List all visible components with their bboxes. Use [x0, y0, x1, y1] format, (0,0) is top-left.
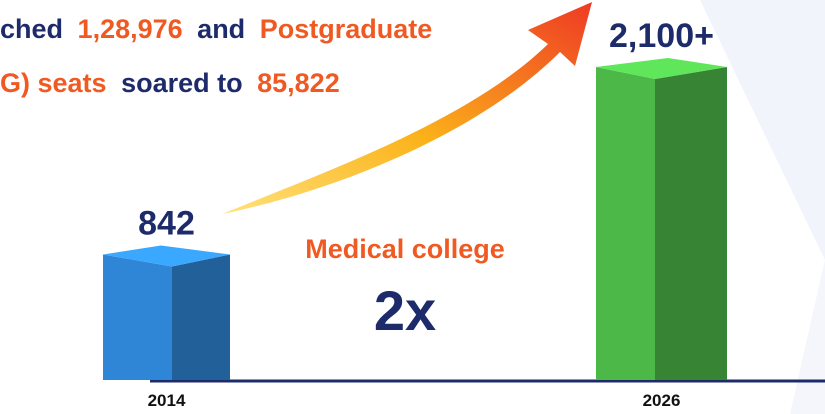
value-label: 842	[138, 205, 195, 243]
headline-highlight: Postgraduate	[260, 14, 433, 44]
growth-arrow	[222, 2, 592, 214]
headline-highlight: 85,822	[257, 68, 340, 98]
multiplier: 2x	[374, 279, 436, 342]
headline-text: and	[197, 14, 245, 44]
bar-side-face	[655, 67, 727, 380]
headline-text: soared to	[121, 68, 243, 98]
headline-highlight: G) seats	[0, 68, 107, 98]
x-tick-label: 2026	[643, 391, 681, 410]
background-shape	[790, 260, 825, 414]
headline-line: ched 1,28,976 and Postgraduate	[0, 14, 432, 44]
background-shape	[700, 0, 825, 260]
headline-line: G) seats soared to 85,822	[0, 68, 340, 98]
value-label: 2,100+	[609, 17, 714, 55]
bar-front-face	[596, 67, 655, 380]
annotation: Medical college	[305, 234, 505, 264]
bar-top-face	[596, 58, 727, 79]
headline-highlight: 1,28,976	[78, 14, 183, 44]
bar-side-face	[172, 254, 230, 380]
bar-top-face	[103, 245, 230, 267]
x-tick-label: 2014	[148, 391, 186, 410]
bar-front-face	[103, 254, 172, 380]
headline-text: ched	[0, 14, 63, 44]
